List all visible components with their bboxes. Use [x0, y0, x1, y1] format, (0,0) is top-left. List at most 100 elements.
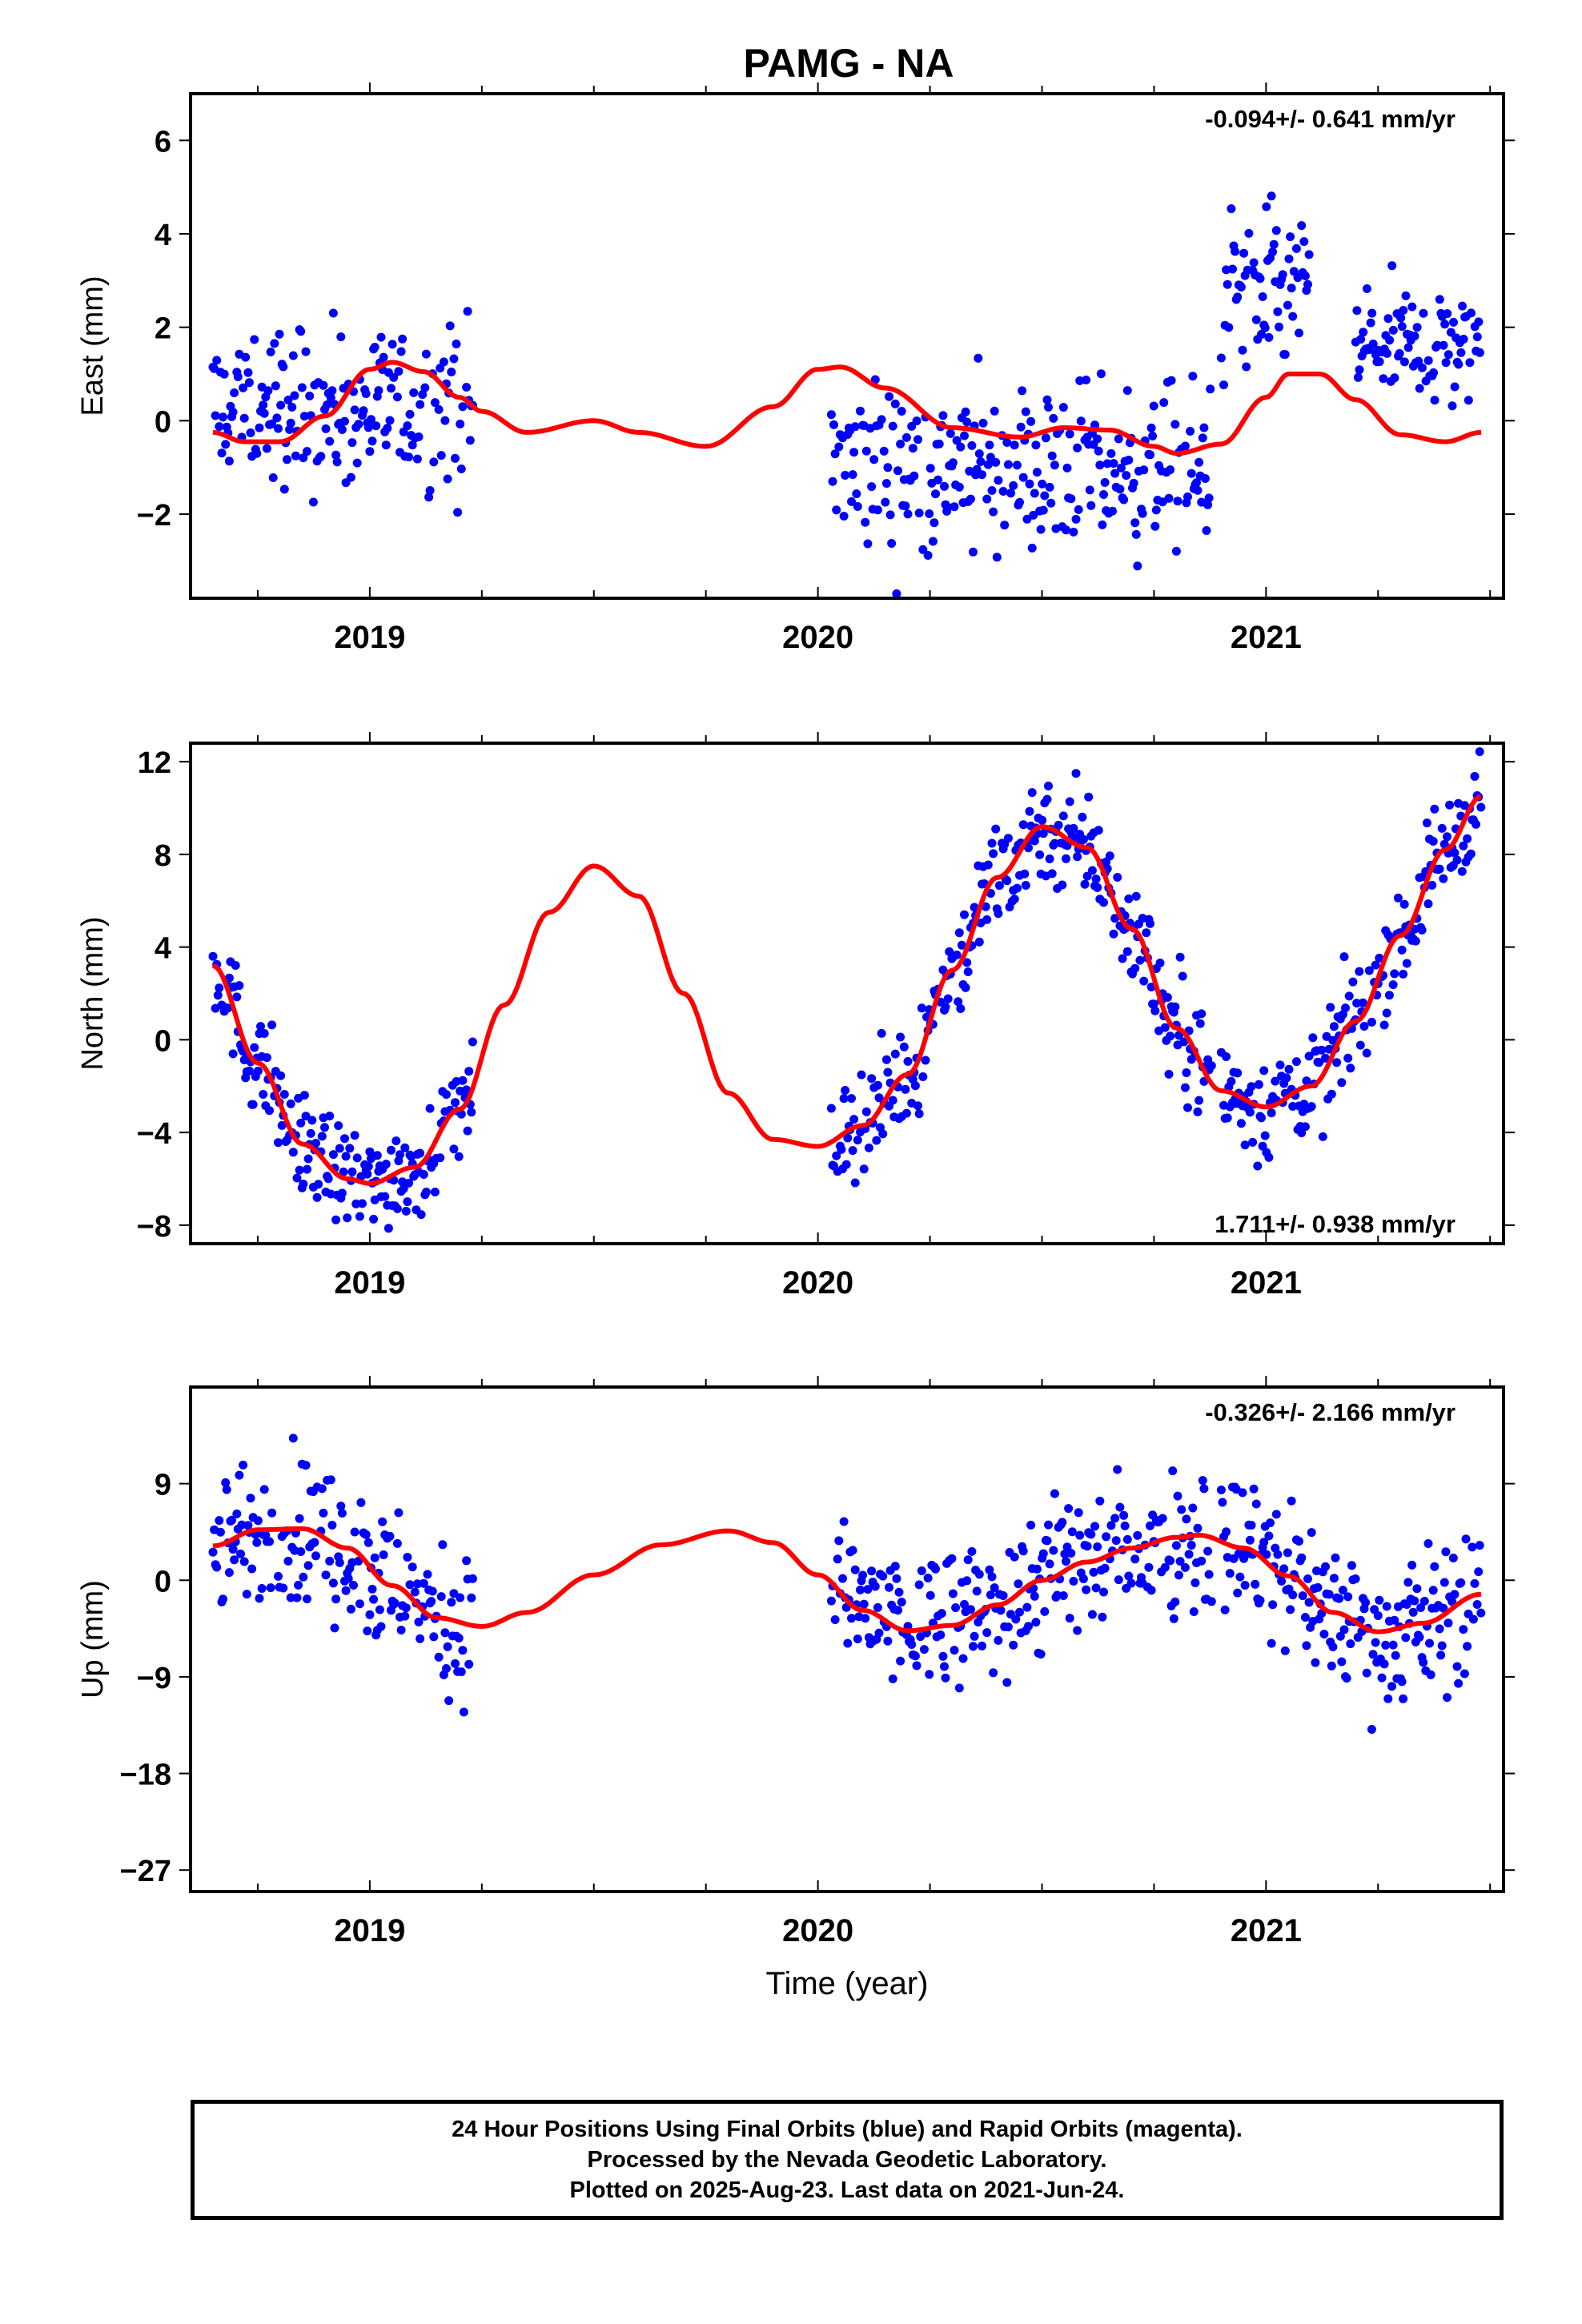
data-point: [212, 1562, 222, 1572]
data-point: [439, 357, 448, 367]
data-point: [265, 1106, 274, 1116]
data-point: [291, 451, 300, 460]
model-curve: [212, 360, 1482, 456]
data-point: [1078, 1574, 1088, 1583]
data-point: [1388, 325, 1398, 335]
data-point: [392, 1204, 402, 1213]
data-point: [1021, 881, 1030, 890]
data-point: [1337, 1078, 1347, 1088]
data-point: [1025, 479, 1034, 489]
data-point: [913, 435, 922, 444]
data-point: [449, 354, 459, 364]
data-point: [1275, 1060, 1285, 1070]
data-point: [1216, 353, 1226, 363]
data-point: [952, 436, 962, 445]
data-point: [343, 1213, 352, 1223]
panel-3: 2019 2020 2021 −27 −18 −9 0 9 Up (mm) -0.326+/- 2…: [76, 1376, 1515, 1948]
data-point: [1266, 1518, 1275, 1528]
data-point: [1049, 413, 1058, 423]
data-point: [931, 1564, 940, 1574]
panel-1: 2019 2020 2021 −2 0 2 4 6 East (mm) -0.094+/- 0.6…: [76, 82, 1515, 655]
data-point: [1122, 1534, 1132, 1544]
data-point: [1245, 1108, 1255, 1117]
data-point: [385, 1531, 395, 1541]
data-point: [861, 1614, 870, 1623]
data-point: [1231, 247, 1240, 256]
x-tick-label: 2021: [1231, 620, 1302, 655]
data-point: [1124, 456, 1134, 464]
data-point: [1186, 427, 1195, 436]
data-point: [1367, 1017, 1376, 1027]
data-point: [1439, 1603, 1448, 1613]
data-point: [323, 1174, 333, 1184]
data-point: [978, 1641, 986, 1651]
data-point: [371, 421, 381, 431]
data-point: [1388, 1640, 1398, 1650]
data-point: [1080, 879, 1090, 889]
data-point: [1018, 1546, 1028, 1556]
data-point: [987, 838, 997, 848]
data-point: [296, 327, 306, 336]
data-point: [960, 910, 969, 919]
data-point: [1271, 226, 1281, 235]
data-point: [451, 453, 460, 463]
data-point: [1278, 270, 1287, 279]
data-point: [987, 486, 997, 495]
data-point: [1437, 1641, 1447, 1651]
data-point: [1443, 1693, 1452, 1703]
data-point: [874, 1628, 884, 1638]
data-point: [946, 428, 955, 438]
data-point: [458, 1076, 468, 1085]
data-point: [828, 476, 837, 486]
data-point: [1085, 485, 1094, 495]
data-point: [962, 1576, 972, 1586]
data-point: [1430, 804, 1439, 814]
data-point: [1461, 1534, 1471, 1544]
data-point: [266, 348, 275, 356]
data-point: [1050, 460, 1059, 470]
panels: 2019 2020 2021 −2 0 2 4 6 East (mm) -0.094+/- 0.6…: [76, 82, 1515, 1948]
data-point: [1387, 1682, 1396, 1691]
data-point: [974, 449, 984, 459]
data-point: [1223, 279, 1232, 289]
data-point: [370, 1553, 379, 1562]
data-point: [1332, 1058, 1342, 1068]
data-point: [1383, 314, 1393, 324]
data-point: [1423, 1539, 1433, 1548]
data-point: [228, 408, 238, 417]
data-point: [272, 413, 282, 423]
data-point: [1335, 1631, 1345, 1641]
data-point: [1439, 1578, 1449, 1587]
data-point: [1302, 1641, 1311, 1651]
data-point: [416, 400, 425, 409]
data-point: [991, 824, 1001, 834]
data-point: [219, 1594, 227, 1604]
data-point: [1302, 1076, 1311, 1086]
data-point: [440, 1628, 450, 1638]
data-point: [1173, 497, 1182, 506]
data-point: [1283, 1548, 1292, 1558]
data-point: [1379, 374, 1388, 384]
data-point: [870, 1582, 880, 1591]
data-point: [1240, 1140, 1250, 1150]
data-point: [219, 369, 229, 379]
data-point: [306, 1128, 315, 1138]
data-point: [1251, 1579, 1260, 1589]
data-point: [337, 1188, 347, 1198]
data-point: [1435, 864, 1444, 874]
x-tick-label: 2020: [782, 620, 853, 655]
data-point: [1110, 914, 1120, 923]
data-point: [1098, 1612, 1107, 1622]
data-point: [1399, 306, 1408, 315]
data-point: [458, 1646, 468, 1655]
data-point: [1073, 1626, 1082, 1635]
data-point: [444, 1696, 454, 1706]
data-point: [1476, 1608, 1486, 1618]
data-point: [839, 1094, 849, 1104]
data-point: [239, 383, 248, 392]
data-point: [320, 1123, 329, 1132]
data-point: [1339, 1625, 1349, 1634]
data-point: [1160, 1562, 1170, 1572]
data-point: [1410, 1596, 1419, 1606]
data-point: [1022, 1602, 1032, 1612]
